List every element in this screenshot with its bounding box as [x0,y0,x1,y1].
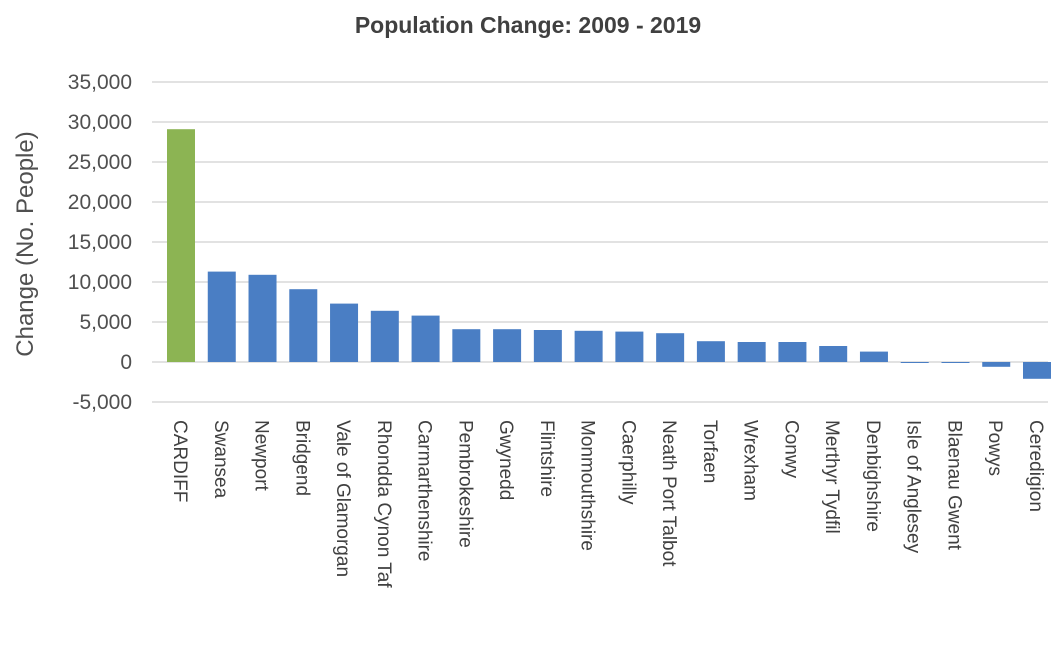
bar-torfaen [696,341,725,362]
y-tick-label: 10,000 [68,271,132,294]
y-axis-label: Change (No. People) [12,131,39,356]
bar-flintshire [533,330,562,362]
bar-denbighshire [859,351,888,362]
x-tick-label: Neath Port Talbot [658,420,679,567]
bar-gwynedd [493,329,522,362]
bar-cardiff [167,129,195,362]
x-tick-label: Torfaen [699,420,720,483]
y-tick-label: -5,000 [72,391,132,414]
x-tick-label: Rhondda Cynon Taf [373,420,394,588]
x-tick-label: CARDIFF [169,420,190,502]
bar-monmouthshire [574,330,603,362]
bar-powys [982,362,1011,367]
x-tick-label: Flintshire [536,420,557,497]
y-tick-label: 35,000 [68,71,132,94]
y-tick-label: 15,000 [68,231,132,254]
x-tick-label: Denbighshire [862,420,883,532]
bar-neath-port-talbot [656,333,685,362]
x-tick-label: Bridgend [291,420,312,496]
x-tick-label: Newport [251,420,272,491]
bar-newport [248,274,277,362]
x-tick-label: Monmouthshire [577,420,598,551]
x-tick-label: Swansea [210,420,231,499]
x-tick-label: Ceredigion [1025,420,1046,512]
bars [167,129,1051,379]
bar-bridgend [289,289,318,362]
x-tick-labels: CARDIFF Swansea Newport Bridgend Vale of Gla… [169,420,1046,588]
x-tick-label: Wrexham [740,420,761,501]
y-tick-labels: -5,000 0 5,000 10,000 15,000 20,000 25,000 30,0… [68,71,132,414]
x-tick-label: Conwy [780,420,801,479]
bar-carmarthenshire [411,315,440,362]
y-tick-label: 30,000 [68,111,132,134]
x-tick-label: Isle of Anglesey [903,420,924,554]
y-tick-label: 20,000 [68,191,132,214]
x-tick-label: Gwynedd [495,420,516,500]
bar-pembrokeshire [452,329,481,362]
bar-merthyr-tydfil [819,346,848,362]
bar-ceredigion [1023,362,1051,379]
x-tick-label: Merthyr Tydfil [821,420,842,534]
x-tick-label: Caerphilly [617,420,638,505]
y-tick-label: 0 [120,351,132,374]
y-tick-label: 25,000 [68,151,132,174]
x-tick-label: Blaenau Gwent [943,420,964,551]
chart-title: Population Change: 2009 - 2019 [355,12,701,38]
bar-vale-of-glamorgan [330,303,359,362]
y-tick-label: 5,000 [79,311,132,334]
x-tick-label: Carmarthenshire [414,420,435,562]
bar-wrexham [737,342,766,362]
x-tick-label: Vale of Glamorgan [332,420,353,577]
bar-caerphilly [615,331,644,362]
x-tick-label: Powys [984,420,1005,476]
bar-isle-of-anglesey [900,362,929,363]
bar-swansea [207,271,236,362]
bar-blaenau-gwent [941,362,970,363]
bar-rhondda-cynon-taf [370,310,399,362]
bar-conwy [778,342,807,362]
x-tick-label: Pembrokeshire [454,420,475,548]
